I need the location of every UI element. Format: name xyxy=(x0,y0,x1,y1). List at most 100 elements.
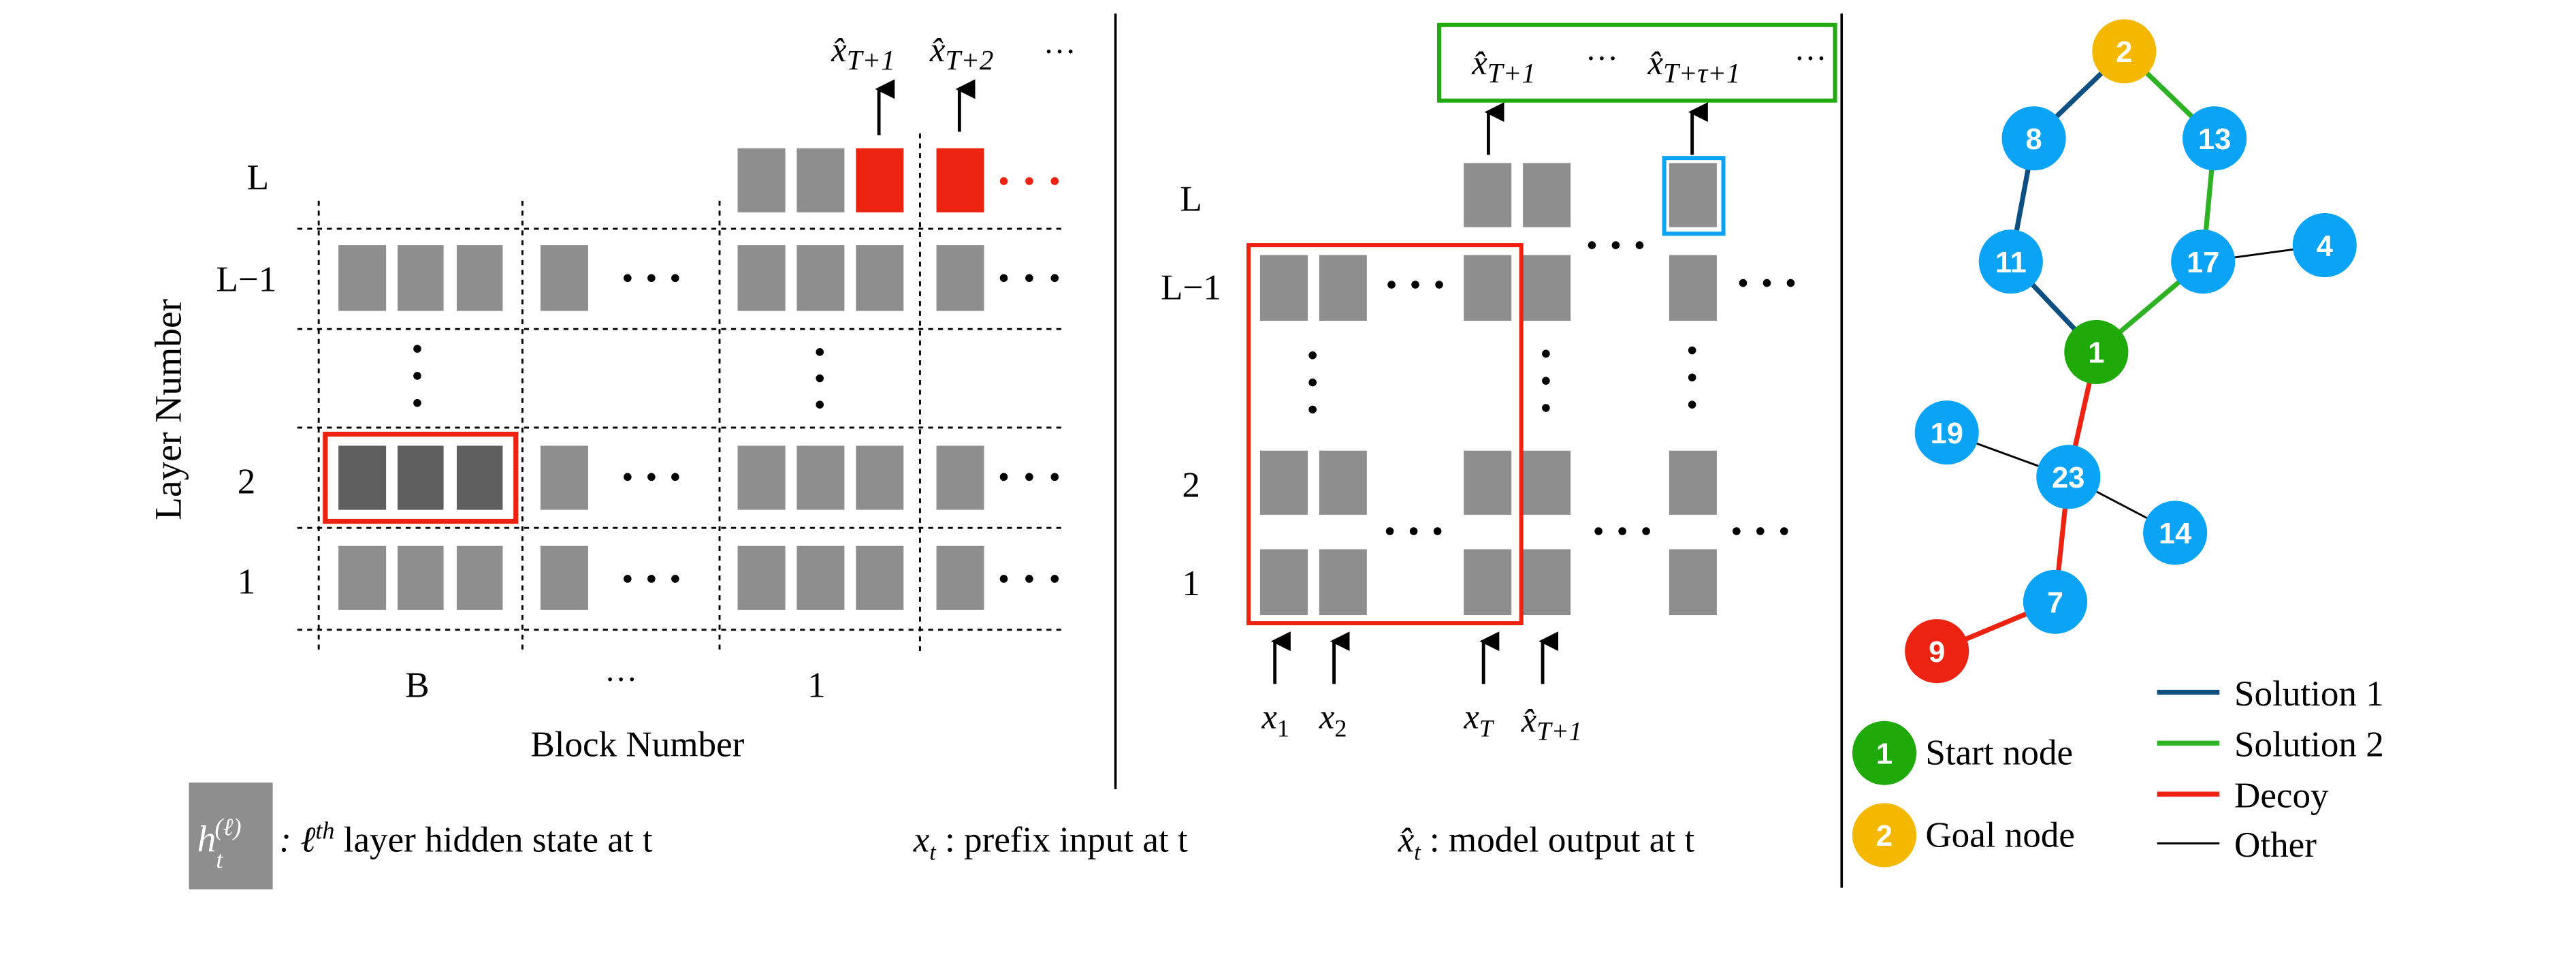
node-circle-normal xyxy=(2036,445,2101,509)
ellipsis-dot xyxy=(1308,405,1317,414)
graph-edges xyxy=(1935,49,2325,654)
hidden-state-box-highlighted xyxy=(398,445,444,510)
hidden-state-box xyxy=(856,445,904,510)
ellipsis-dot xyxy=(1542,349,1550,358)
hidden-state-box xyxy=(1319,255,1367,321)
node-label: 14 xyxy=(2159,518,2191,550)
ellipsis-dot xyxy=(1780,527,1788,535)
highlight-box-red xyxy=(323,431,519,524)
middle-panel-hidden-states: x̂T+1 ··· x̂T+τ+1 ··· L L−1 2 1 x1 x2 xT… xyxy=(1161,22,1837,746)
prefix-input-description: xt : prefix input at t xyxy=(913,821,1188,866)
output-label: x̂T+1 xyxy=(1471,44,1535,89)
hidden-state-box xyxy=(737,445,786,510)
ellipsis-dot xyxy=(1433,527,1442,535)
ellipsis-dot xyxy=(1409,527,1418,535)
hidden-state-box xyxy=(456,245,503,311)
ellipsis-dot xyxy=(1050,274,1059,283)
prefix-highlight-box-red xyxy=(1246,243,1524,626)
ellipsis-dot xyxy=(624,473,632,481)
ellipsis-dots xyxy=(413,177,1059,583)
ellipsis-dot xyxy=(1756,527,1765,535)
ellipsis-dot xyxy=(999,575,1008,583)
hidden-state-box xyxy=(1523,163,1571,227)
ellipsis-dot xyxy=(1688,400,1696,409)
legend-node-goal xyxy=(1852,803,1917,868)
ellipsis-dot xyxy=(1618,527,1626,535)
node-label: 13 xyxy=(2198,123,2231,156)
node-label: 23 xyxy=(2052,462,2084,494)
input-label: x̂T+1 xyxy=(1521,701,1582,746)
hidden-state-description: : ℓth layer hidden state at t xyxy=(279,817,653,859)
ellipsis-dot xyxy=(1635,241,1644,249)
ellipsis-dot xyxy=(624,575,632,583)
hidden-state-box xyxy=(796,445,845,510)
hidden-state-box xyxy=(398,245,444,311)
bottom-legend: ht(ℓ) : ℓth layer hidden state at t xt :… xyxy=(189,782,1694,890)
ellipsis-dot xyxy=(413,372,421,380)
hidden-state-box xyxy=(456,545,503,610)
node-13: 13 xyxy=(2183,106,2247,171)
output-state-box-red xyxy=(856,148,904,212)
state-highlight-box-blue xyxy=(1662,156,1726,236)
hidden-state-box xyxy=(856,245,904,311)
hidden-state-grid xyxy=(1259,163,1717,616)
legend-edge-text: Solution 1 xyxy=(2234,674,2384,714)
ellipsis-dot xyxy=(1025,575,1033,583)
node-2: 2 xyxy=(2092,19,2157,84)
hidden-state-box xyxy=(796,545,845,610)
ellipsis-dot xyxy=(1435,281,1443,289)
hidden-state-box xyxy=(1669,255,1717,321)
graph-nodes: 2 8 13 11 17 4 1 19 23 14 7 9 xyxy=(1905,19,2357,684)
ellipsis-dot xyxy=(1733,527,1741,535)
ellipsis-dot xyxy=(999,274,1008,283)
row-label-1: 1 xyxy=(1182,564,1200,603)
block-label-B: B xyxy=(405,666,429,706)
hidden-state-box xyxy=(796,245,845,311)
node-circle-normal xyxy=(2171,229,2236,294)
hidden-state-box xyxy=(338,545,387,610)
input-label: x1 xyxy=(1261,698,1289,742)
row-label-L: L xyxy=(247,158,269,197)
hidden-state-box xyxy=(1669,163,1717,227)
ellipsis-dot xyxy=(1050,575,1059,583)
output-ellipsis: ··· xyxy=(1043,34,1076,70)
hidden-state-box xyxy=(1523,450,1571,515)
legend-edge-text: Other xyxy=(2234,825,2317,865)
node-label: 11 xyxy=(1995,247,2027,279)
node-label: 2 xyxy=(2116,36,2132,69)
ellipsis-dot xyxy=(999,177,1008,185)
hidden-state-box xyxy=(737,545,786,610)
output-state-box-red xyxy=(936,148,984,212)
ellipsis-dots xyxy=(1308,241,1795,535)
hidden-state-box xyxy=(936,445,984,510)
hidden-state-box xyxy=(1464,163,1512,227)
hidden-state-grid xyxy=(338,148,984,610)
ellipsis-dot xyxy=(1025,177,1033,185)
row-label-1: 1 xyxy=(238,562,256,602)
ellipsis-dot xyxy=(1786,279,1795,287)
hidden-state-box xyxy=(737,245,786,311)
ellipsis-dot xyxy=(1025,274,1033,283)
ellipsis-dot xyxy=(624,274,632,283)
legend-node-label: 2 xyxy=(1876,820,1893,853)
ellipsis-dot xyxy=(1542,377,1550,385)
node-circle-goal xyxy=(2092,19,2157,84)
hidden-state-box xyxy=(398,545,444,610)
node-label: 7 xyxy=(2047,586,2063,619)
ellipsis-dot xyxy=(671,575,679,583)
ellipsis-dot xyxy=(816,374,824,383)
hidden-state-box xyxy=(936,545,984,610)
ellipsis-dot xyxy=(1387,281,1396,289)
legend-node-text: Goal node xyxy=(1925,815,2075,855)
hidden-state-box xyxy=(540,545,588,610)
node-9: 9 xyxy=(1905,619,1969,684)
y-axis-label: Layer Number xyxy=(148,299,189,520)
output-ellipsis: ··· xyxy=(1585,41,1618,77)
ellipsis-dot xyxy=(816,348,824,356)
node-label: 4 xyxy=(2317,230,2333,263)
ellipsis-dot xyxy=(647,473,656,481)
legend-node-label: 1 xyxy=(1876,738,1893,770)
ellipsis-dot xyxy=(1050,177,1059,185)
ellipsis-dot xyxy=(1050,473,1059,481)
